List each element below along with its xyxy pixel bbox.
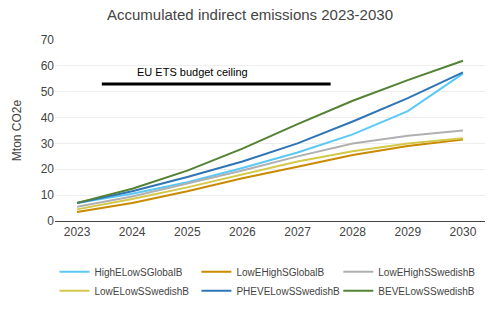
- svg-text:Mton CO2e: Mton CO2e: [10, 99, 24, 161]
- svg-text:40: 40: [41, 111, 55, 125]
- svg-text:20: 20: [41, 162, 55, 176]
- svg-text:50: 50: [41, 85, 55, 99]
- svg-text:30: 30: [41, 137, 55, 151]
- svg-text:EU ETS budget ceiling: EU ETS budget ceiling: [137, 66, 248, 78]
- svg-text:PHEVELowSSwedishB: PHEVELowSSwedishB: [236, 286, 340, 297]
- svg-text:Accumulated indirect emissions: Accumulated indirect emissions 2023-2030: [107, 6, 393, 23]
- svg-text:2027: 2027: [284, 225, 311, 239]
- svg-text:HighELowSGlobalB: HighELowSGlobalB: [95, 267, 183, 278]
- svg-text:LowELowSSwedishB: LowELowSSwedishB: [95, 286, 190, 297]
- svg-text:10: 10: [41, 188, 55, 202]
- svg-text:2028: 2028: [339, 225, 366, 239]
- svg-text:0: 0: [47, 214, 54, 228]
- svg-text:2024: 2024: [119, 225, 146, 239]
- svg-text:60: 60: [41, 59, 55, 73]
- svg-text:2029: 2029: [394, 225, 421, 239]
- svg-text:LowEHighSGlobalB: LowEHighSGlobalB: [236, 267, 324, 278]
- svg-text:2030: 2030: [450, 225, 477, 239]
- svg-text:2023: 2023: [64, 225, 91, 239]
- svg-text:70: 70: [41, 33, 55, 47]
- svg-text:2025: 2025: [174, 225, 201, 239]
- svg-text:LowEHighSSwedishB: LowEHighSSwedishB: [378, 267, 475, 278]
- svg-text:BEVELowSSwedishB: BEVELowSSwedishB: [378, 286, 474, 297]
- svg-text:2026: 2026: [229, 225, 256, 239]
